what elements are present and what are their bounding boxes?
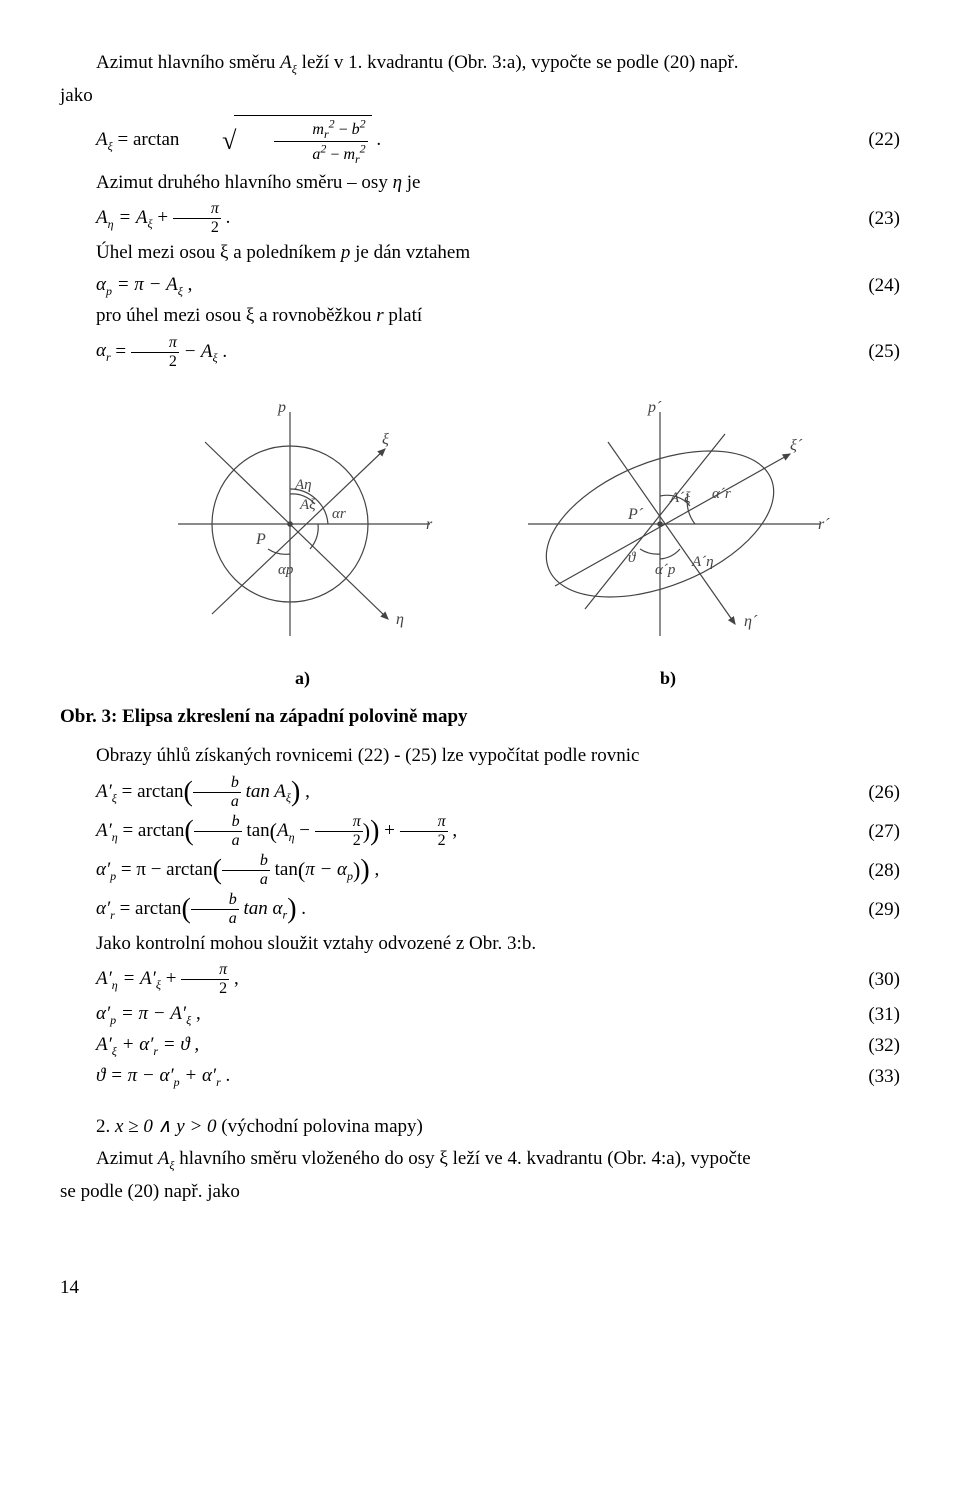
lbl-alphap2: α´p <box>655 562 676 578</box>
eq-27: A′η = arctan(ba tan(Aη − π2)) + π2 , (27… <box>60 814 900 849</box>
lbl-eta2: η´ <box>744 613 758 630</box>
lbl-r: r <box>426 516 433 533</box>
lbl-xi: ξ <box>382 431 389 448</box>
figure-3: p ξ Aη Aξ αr r P αp η p´ ξ´ <box>60 384 900 694</box>
eq-num: (26) <box>868 780 900 806</box>
lbl-alphar2: α´r <box>712 486 731 502</box>
eq-32: A′ξ + α′r = ϑ , (32) <box>60 1032 900 1059</box>
lbl-alphap: αp <box>278 562 294 578</box>
eq-num: (31) <box>868 1002 900 1028</box>
eq-33: ϑ = π − α′p + α′r . (33) <box>60 1063 900 1090</box>
lbl-Aeta: Aη <box>294 477 312 493</box>
text: leží v 1. kvadrantu (Obr. 3:a), vypočte … <box>297 52 739 73</box>
lbl-Axi2: A´ξ <box>669 490 691 506</box>
eq-30: A′η = A′ξ + π2 , (30) <box>60 962 900 997</box>
eq-23: Aη = Aξ + π2 . (23) <box>60 201 900 236</box>
para-uhel: Úhel mezi osou ξ a poledníkem p je dán v… <box>60 240 900 266</box>
eq-25: αr = π2 − Aξ . (25) <box>60 335 900 370</box>
para-last2: se podle (20) např. jako <box>60 1179 900 1205</box>
page-number: 14 <box>60 1275 900 1301</box>
eq-num: (32) <box>868 1033 900 1059</box>
eq-24: αp = π − Aξ , (24) <box>60 272 900 299</box>
eq-num: (22) <box>868 127 900 153</box>
text: Azimut hlavního směru <box>96 52 280 73</box>
eq-num: (29) <box>868 897 900 923</box>
lbl-P: P <box>255 531 266 548</box>
eq-22: Aξ = arctan mr2 − b2 a2 − mr2 . (22) <box>60 115 900 166</box>
para-jako: jako <box>60 83 900 109</box>
sym-A: Aξ <box>280 52 297 73</box>
para-pro: pro úhel mezi osou ξ a rovnoběžkou r pla… <box>60 303 900 329</box>
para-kontrolni: Jako kontrolní mohou sloužit vztahy odvo… <box>60 931 900 957</box>
eq-29: α′r = arctan(ba tan αr) . (29) <box>60 892 900 927</box>
fig-caption: Obr. 3: Elipsa zkreslení na západní polo… <box>60 704 900 730</box>
eq-num: (23) <box>868 206 900 232</box>
eq-num: (33) <box>868 1064 900 1090</box>
para-obrazy: Obrazy úhlů získaných rovnicemi (22) - (… <box>60 743 900 769</box>
eq-26: A′ξ = arctan(ba tan Aξ) , (26) <box>60 775 900 810</box>
eq-num: (30) <box>868 967 900 993</box>
case-2: 2. x ≥ 0 ∧ y > 0 (východní polovina mapy… <box>60 1114 900 1140</box>
lbl-alphar: αr <box>332 506 346 522</box>
figure-svg: p ξ Aη Aξ αr r P αp η p´ ξ´ <box>100 384 860 694</box>
fig-lbl-a: a) <box>295 668 310 689</box>
lbl-Axi: Aξ <box>299 497 316 513</box>
eq-28: α′p = π − arctan(ba tan(π − αp)) , (28) <box>60 853 900 888</box>
fig-lbl-b: b) <box>660 668 676 689</box>
para-eta: Azimut druhého hlavního směru – osy η je <box>60 170 900 196</box>
lbl-Aeta2: A´η <box>691 554 714 570</box>
lbl-xi2: ξ´ <box>790 437 803 454</box>
lbl-eta: η <box>396 611 404 628</box>
eq-num: (25) <box>868 339 900 365</box>
lbl-theta: ϑ <box>628 550 637 566</box>
para-last: Azimut Aξ hlavního směru vloženého do os… <box>60 1146 900 1173</box>
eq-num: (28) <box>868 858 900 884</box>
lbl-p2: p´ <box>647 399 662 416</box>
lbl-r2: r´ <box>818 516 830 533</box>
para-intro: Azimut hlavního směru Aξ leží v 1. kvadr… <box>60 50 900 77</box>
eq-31: α′p = π − A′ξ , (31) <box>60 1001 900 1028</box>
lbl-p: p <box>277 399 286 416</box>
eq-num: (27) <box>868 819 900 845</box>
eq-num: (24) <box>868 273 900 299</box>
lbl-P2: P´ <box>627 506 644 523</box>
